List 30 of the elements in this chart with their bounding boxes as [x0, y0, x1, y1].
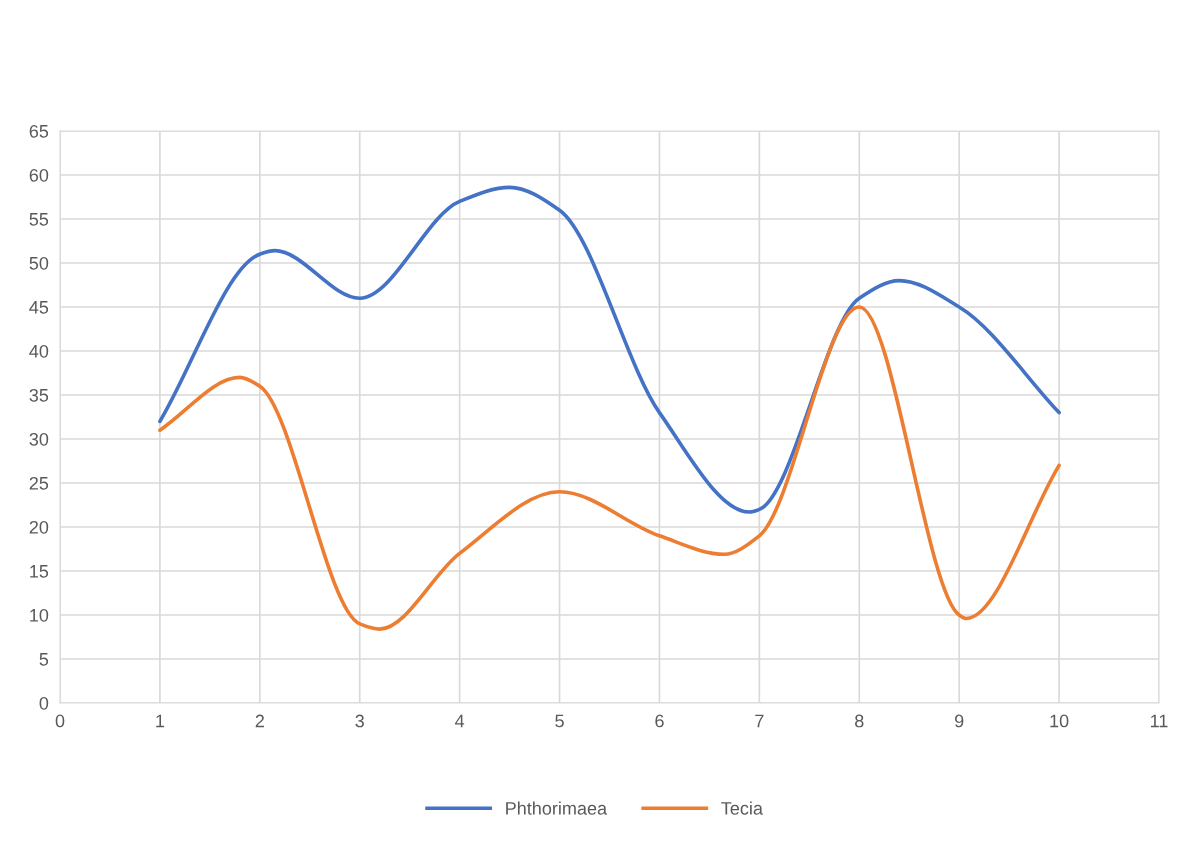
y-tick-label: 5	[39, 653, 49, 666]
x-tick-label: 3	[355, 714, 364, 728]
line-series	[158, 185, 1061, 514]
x-tick-label: 8	[855, 714, 864, 728]
legend-label: Phthorimaea	[506, 801, 608, 815]
y-tick-label: 50	[29, 256, 49, 270]
x-tick-label: 1	[156, 714, 165, 728]
x-tick-label: 4	[455, 714, 465, 728]
y-tick-label: 40	[29, 344, 49, 358]
x-tick-label: 10	[1050, 714, 1069, 728]
y-tick-label: 65	[29, 124, 49, 138]
x-tick-label: 0	[55, 714, 65, 728]
x-tick-label: 7	[755, 714, 764, 728]
y-tick-label: 15	[30, 565, 49, 578]
legend-label: Tecia	[721, 801, 763, 815]
y-tick-label: 55	[29, 213, 49, 226]
line-series	[158, 305, 1061, 631]
x-tick-label: 11	[1151, 714, 1168, 728]
y-tick-label: 45	[29, 301, 49, 314]
x-tick-label: 2	[255, 714, 264, 728]
y-tick-label: 30	[29, 432, 49, 446]
y-tick-label: 20	[29, 520, 49, 534]
x-tick-label: 9	[955, 714, 964, 728]
x-tick-label: 6	[655, 714, 664, 728]
y-tick-label: 10	[30, 608, 49, 622]
y-tick-label: 25	[29, 476, 49, 490]
y-tick-label: 35	[29, 388, 49, 402]
y-tick-label: 0	[39, 696, 49, 710]
x-tick-label: 5	[555, 714, 564, 728]
y-tick-label: 60	[29, 168, 49, 182]
